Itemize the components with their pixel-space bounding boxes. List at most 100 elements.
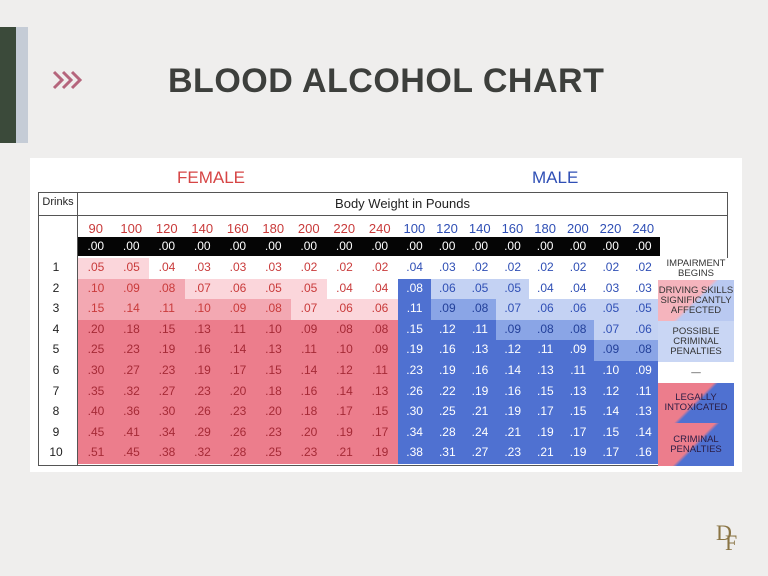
female-bac-cell: .03 bbox=[220, 258, 256, 280]
female-bac-cell: .04 bbox=[149, 258, 185, 280]
male-bac-cell: .25 bbox=[430, 402, 464, 424]
female-bac-cell: .23 bbox=[113, 340, 150, 362]
drink-count: 6 bbox=[52, 363, 60, 377]
female-bac-cell: .23 bbox=[184, 381, 221, 403]
male-bac-cell: .30 bbox=[398, 402, 432, 424]
male-bac-cell: .15 bbox=[561, 402, 595, 424]
zero-value-cell: .00 bbox=[602, 239, 619, 253]
female-bac-cell: .14 bbox=[326, 381, 363, 403]
female-bac-cell: .17 bbox=[220, 361, 256, 383]
female-bac-cell: .05 bbox=[113, 258, 150, 280]
male-bac-cell: .11 bbox=[626, 381, 661, 403]
female-bac-cell: .02 bbox=[362, 258, 398, 280]
male-bac-cell: .09 bbox=[561, 340, 595, 362]
male-weight-label: 100 bbox=[403, 221, 426, 236]
drink-count: 1 bbox=[52, 260, 60, 274]
female-bac-cell: .08 bbox=[326, 319, 363, 341]
male-bac-cell: .11 bbox=[528, 340, 562, 362]
female-bac-cell: .09 bbox=[220, 299, 256, 321]
female-weight-label: 160 bbox=[226, 221, 249, 236]
female-bac-cell: .15 bbox=[362, 402, 398, 424]
female-bac-cell: .45 bbox=[113, 443, 150, 465]
female-bac-cell: .36 bbox=[113, 402, 150, 424]
male-weight-label: 180 bbox=[534, 221, 556, 236]
male-bac-cell: .16 bbox=[463, 361, 497, 383]
female-bac-cell: .29 bbox=[184, 422, 221, 444]
female-bac-cell: .06 bbox=[362, 299, 398, 321]
female-bac-cell: .11 bbox=[149, 299, 185, 321]
female-bac-cell: .11 bbox=[362, 361, 398, 383]
female-bac-cell: .10 bbox=[184, 299, 221, 321]
male-bac-cell: .09 bbox=[496, 319, 530, 341]
zero-value-cell: .00 bbox=[193, 239, 211, 253]
female-bac-cell: .35 bbox=[78, 381, 114, 403]
male-bac-cell: .21 bbox=[463, 402, 497, 424]
female-bac-cell: .19 bbox=[184, 361, 221, 383]
male-weight-label: 120 bbox=[436, 221, 458, 236]
male-bac-cell: .14 bbox=[496, 361, 530, 383]
zero-value-cell: .00 bbox=[158, 239, 176, 253]
male-bac-cell: .04 bbox=[528, 278, 562, 300]
male-bac-cell: .11 bbox=[561, 361, 595, 383]
male-bac-cell: .23 bbox=[398, 361, 432, 383]
female-bac-cell: .41 bbox=[113, 422, 150, 444]
female-bac-cell: .23 bbox=[149, 361, 185, 383]
female-bac-cell: .32 bbox=[113, 381, 150, 403]
drink-count: 7 bbox=[52, 383, 60, 398]
male-bac-cell: .03 bbox=[626, 278, 661, 300]
male-bac-cell: .04 bbox=[561, 278, 595, 300]
male-weight-label: 160 bbox=[501, 221, 524, 236]
legend-label: LEGALLY INTOXICATED bbox=[664, 392, 728, 413]
male-bac-cell: .02 bbox=[463, 258, 497, 280]
male-bac-cell: .02 bbox=[561, 258, 595, 280]
male-bac-cell: .06 bbox=[561, 299, 595, 321]
female-bac-cell: .03 bbox=[184, 258, 221, 280]
female-weight-label: 200 bbox=[297, 221, 320, 236]
female-weight-label: 180 bbox=[262, 221, 285, 236]
double-chevron-icon bbox=[52, 70, 83, 90]
zero-drinks-row bbox=[78, 237, 660, 256]
female-bac-cell: .18 bbox=[113, 319, 150, 341]
male-bac-cell: .14 bbox=[594, 402, 628, 424]
male-bac-cell: .19 bbox=[561, 443, 595, 465]
female-bac-cell: .23 bbox=[220, 402, 256, 424]
zero-value-cell: .00 bbox=[264, 239, 282, 253]
legend-label: POSSIBLE CRIMINAL PENALTIES bbox=[670, 325, 722, 357]
female-bac-cell: .19 bbox=[362, 443, 398, 465]
female-bac-cell: .17 bbox=[362, 422, 398, 444]
female-weight-label: 90 bbox=[88, 221, 103, 236]
female-bac-cell: .32 bbox=[184, 443, 221, 465]
female-bac-cell: .18 bbox=[255, 381, 292, 403]
legend-box: — bbox=[658, 362, 734, 383]
male-bac-cell: .13 bbox=[463, 340, 497, 362]
column-divider bbox=[77, 193, 78, 465]
female-bac-cell: .20 bbox=[291, 422, 327, 444]
zero-value-cell: .00 bbox=[371, 239, 389, 253]
female-bac-cell: .15 bbox=[78, 299, 114, 321]
male-bac-cell: .05 bbox=[594, 299, 628, 321]
male-bac-cell: .08 bbox=[463, 299, 497, 321]
zero-value-cell: .00 bbox=[471, 239, 489, 253]
female-bac-cell: .38 bbox=[149, 443, 185, 465]
zero-value-cell: .00 bbox=[122, 239, 140, 253]
male-bac-cell: .22 bbox=[430, 381, 464, 403]
zero-value-cell: .00 bbox=[335, 239, 353, 253]
female-bac-cell: .08 bbox=[362, 319, 398, 341]
slide-title: BLOOD ALCOHOL CHART bbox=[168, 62, 605, 100]
male-bac-cell: .09 bbox=[430, 299, 464, 321]
male-bac-cell: .21 bbox=[496, 422, 530, 444]
female-bac-cell: .26 bbox=[220, 422, 256, 444]
female-bac-cell: .19 bbox=[326, 422, 363, 444]
female-bac-cell: .34 bbox=[149, 422, 185, 444]
female-bac-cell: .04 bbox=[362, 278, 398, 300]
female-bac-cell: .04 bbox=[326, 278, 363, 300]
male-bac-cell: .08 bbox=[561, 319, 595, 341]
female-bac-cell: .07 bbox=[184, 278, 221, 300]
female-bac-cell: .05 bbox=[78, 258, 114, 280]
male-bac-cell: .11 bbox=[463, 319, 497, 341]
male-bac-cell: .19 bbox=[398, 340, 432, 362]
female-bac-cell: .23 bbox=[255, 422, 292, 444]
female-bac-cell: .19 bbox=[149, 340, 185, 362]
header-divider bbox=[39, 215, 727, 216]
male-bac-cell: .15 bbox=[398, 319, 432, 341]
